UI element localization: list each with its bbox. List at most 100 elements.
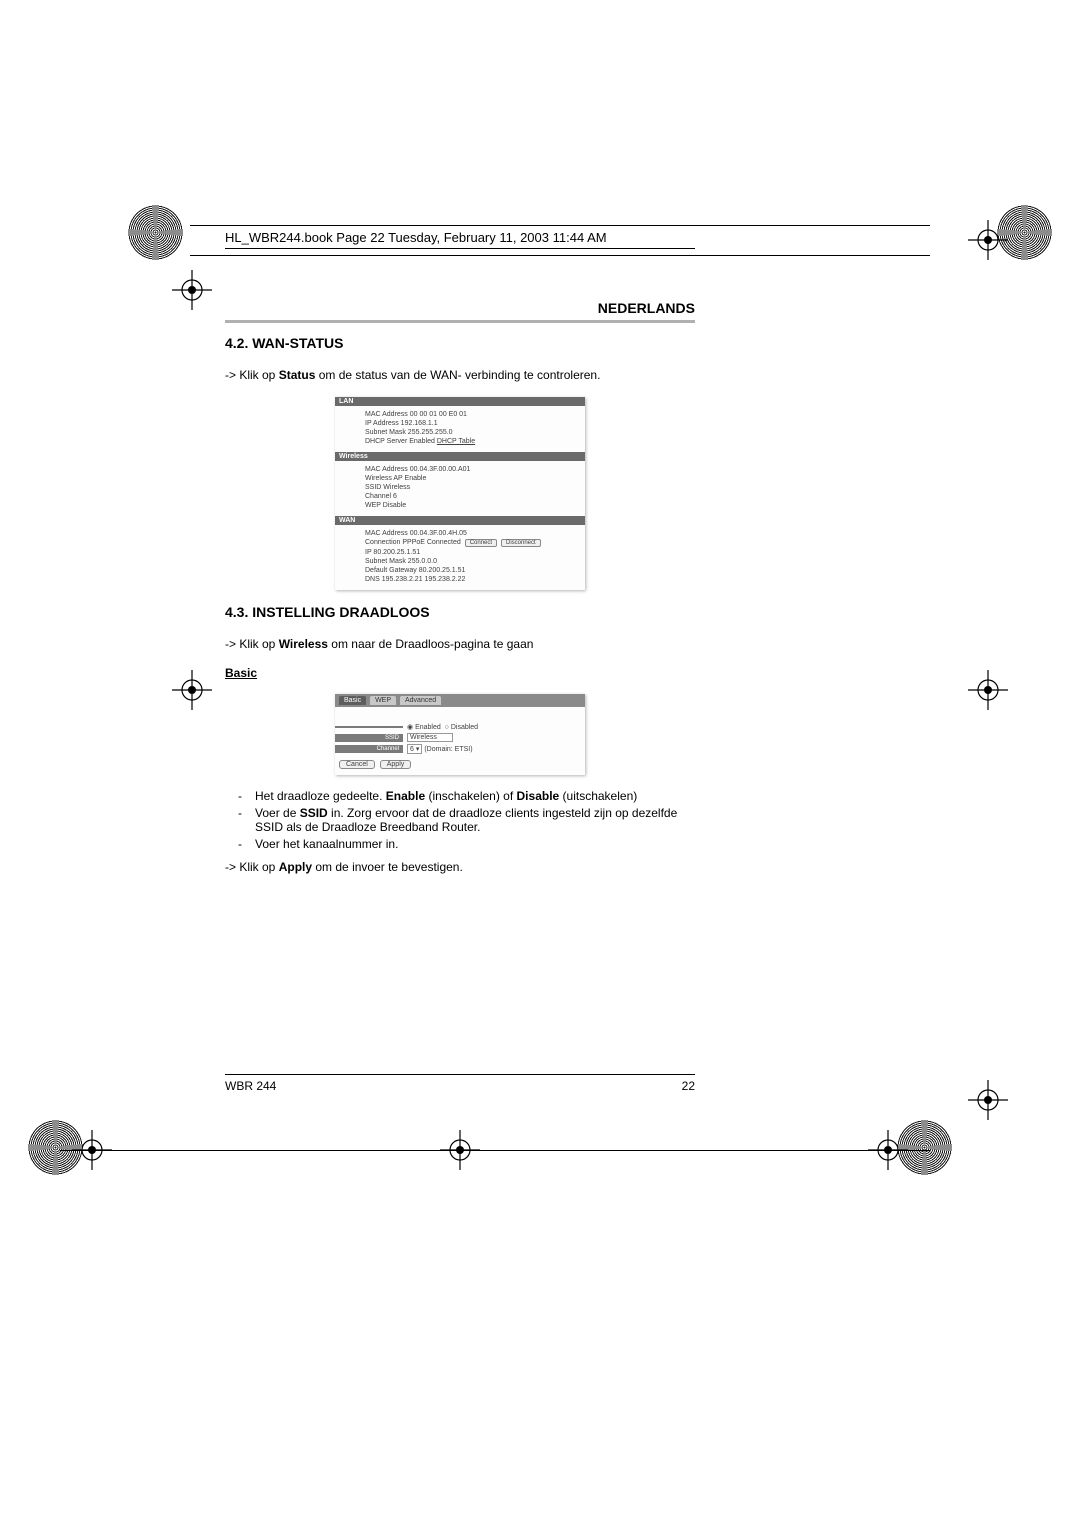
status-screenshot: LAN MAC Address 00 00 01 00 E0 01 IP Add…	[335, 397, 585, 590]
ss-link: DHCP Table	[437, 438, 475, 445]
ss-line: Connection PPPoE Connected Connect Disco…	[365, 538, 579, 548]
text: 6	[410, 746, 414, 753]
ss-line: Subnet Mask 255.0.0.0	[365, 557, 579, 566]
ss-wlan-lines: MAC Address 00.04.3F.00.00.A01 Wireless …	[335, 461, 585, 516]
ss-value: ◉ Enabled ○ Disabled	[403, 723, 482, 731]
text: Voer de	[255, 806, 300, 820]
text: om de invoer te bevestigen.	[312, 860, 463, 874]
ss-line: WEP Disable	[365, 501, 579, 510]
text: -> Klik op	[225, 368, 279, 382]
page-header-info: HL_WBR244.book Page 22 Tuesday, February…	[225, 230, 607, 245]
apply-line: -> Klik op Apply om de invoer te bevesti…	[225, 859, 695, 875]
text-bold: Enable	[386, 789, 425, 803]
ss-bar-wan: WAN	[335, 516, 585, 525]
ss-line: MAC Address 00 00 01 00 E0 01	[365, 410, 579, 419]
ss-line: Wireless AP Enable	[365, 474, 579, 483]
section-heading-wireless: 4.3. INSTELLING DRAADLOOS	[225, 604, 695, 620]
ss-label: Channel	[335, 745, 403, 753]
language-label: NEDERLANDS	[225, 300, 695, 316]
bullet-list: -Het draadloze gedeelte. Enable (inschak…	[225, 789, 695, 851]
dash: -	[225, 837, 255, 851]
ss-cancel-button: Cancel	[339, 760, 375, 769]
bullet-text: Voer het kanaalnummer in.	[255, 837, 398, 851]
ss-line: DHCP Server Enabled DHCP Table	[365, 437, 579, 446]
text-bold: Wireless	[279, 637, 328, 651]
text: -> Klik op	[225, 860, 279, 874]
text: -> Klik op	[225, 637, 279, 651]
ss-bar-lan: LAN	[335, 397, 585, 406]
text: (uitschakelen)	[559, 789, 637, 803]
bullet-text: Voer de SSID in. Zorg ervoor dat de draa…	[255, 806, 695, 834]
ss-tab-basic: Basic	[339, 696, 366, 705]
registration-mark	[172, 270, 212, 310]
text: Enabled	[415, 724, 441, 731]
section-43-intro: -> Klik op Wireless om naar de Draadloos…	[225, 636, 695, 652]
ss-tabrow: Basic WEP Advanced	[335, 694, 585, 707]
bullet-text: Het draadloze gedeelte. Enable (inschake…	[255, 789, 637, 803]
wireless-screenshot: Basic WEP Advanced ◉ Enabled ○ Disabled …	[335, 694, 585, 775]
ss-disconnect-button: Disconnect	[501, 539, 541, 547]
document-page: HL_WBR244.book Page 22 Tuesday, February…	[0, 0, 1080, 1528]
ss-row-channel: Channel 6 ▾ (Domain: ETSI)	[335, 744, 585, 754]
text: (Domain: ETSI)	[424, 746, 472, 753]
language-rule	[225, 320, 695, 323]
crop-line	[190, 225, 930, 226]
ss-line: Default Gateway 80.200.25.1.51	[365, 566, 579, 575]
section-heading-wan-status: 4.2. WAN-STATUS	[225, 335, 695, 351]
section-42-intro: -> Klik op Status om de status van de WA…	[225, 367, 695, 383]
registration-mark	[968, 220, 1008, 260]
text: Het draadloze gedeelte.	[255, 789, 386, 803]
ss-line: Channel 6	[365, 492, 579, 501]
subheading-basic: Basic	[225, 666, 695, 680]
text-bold: Status	[279, 368, 316, 382]
text-bold: Disable	[517, 789, 560, 803]
ss-apply-button: Apply	[380, 760, 412, 769]
list-item: -Voer de SSID in. Zorg ervoor dat de dra…	[225, 806, 695, 834]
ss-line: MAC Address 00.04.3F.00.4H.05	[365, 529, 579, 538]
ss-line: MAC Address 00.04.3F.00.00.A01	[365, 465, 579, 474]
ss-line: IP Address 192.168.1.1	[365, 419, 579, 428]
crop-decor-circle	[128, 205, 183, 260]
text: Connection PPPoE Connected	[365, 539, 463, 546]
ss-lan-lines: MAC Address 00 00 01 00 E0 01 IP Address…	[335, 406, 585, 452]
ss-line: IP 80.200.25.1.51	[365, 548, 579, 557]
ss-button-row: Cancel Apply	[335, 754, 585, 769]
list-item: -Het draadloze gedeelte. Enable (inschak…	[225, 789, 695, 803]
ss-line: Subnet Mask 255.255.255.0	[365, 428, 579, 437]
text: om naar de Draadloos-pagina te gaan	[328, 637, 533, 651]
ss-row-ssid: SSID Wireless	[335, 733, 585, 742]
dash: -	[225, 789, 255, 803]
text: Disabled	[451, 724, 478, 731]
crop-line	[60, 1150, 930, 1151]
text: DHCP Server Enabled	[365, 438, 437, 445]
text-bold: SSID	[300, 806, 328, 820]
header-rule	[225, 248, 695, 249]
crop-line	[190, 255, 930, 256]
page-footer: WBR 244 22	[225, 1074, 695, 1093]
ss-ssid-input: Wireless	[407, 733, 453, 742]
ss-label	[335, 726, 403, 728]
ss-tab-advanced: Advanced	[400, 696, 441, 705]
page-content: NEDERLANDS 4.2. WAN-STATUS -> Klik op St…	[225, 300, 695, 884]
ss-channel-select: 6 ▾	[407, 744, 422, 754]
registration-mark	[968, 1080, 1008, 1120]
footer-left: WBR 244	[225, 1079, 276, 1093]
list-item: -Voer het kanaalnummer in.	[225, 837, 695, 851]
dash: -	[225, 806, 255, 834]
ss-value: Wireless	[403, 733, 457, 742]
ss-value: 6 ▾ (Domain: ETSI)	[403, 744, 477, 754]
text: (inschakelen) of	[425, 789, 516, 803]
ss-tab-wep: WEP	[370, 696, 396, 705]
registration-mark	[968, 670, 1008, 710]
text-bold: Apply	[279, 860, 312, 874]
footer-right: 22	[682, 1079, 695, 1093]
ss-connect-button: Connect	[465, 539, 497, 547]
ss-line: SSID Wireless	[365, 483, 579, 492]
ss-label: SSID	[335, 734, 403, 742]
registration-mark	[172, 670, 212, 710]
ss-line: DNS 195.238.2.21 195.238.2.22	[365, 575, 579, 584]
ss-wan-lines: MAC Address 00.04.3F.00.4H.05 Connection…	[335, 525, 585, 590]
footer-rule	[225, 1074, 695, 1075]
ss-bar-wireless: Wireless	[335, 452, 585, 461]
text: om de status van de WAN- verbinding te c…	[315, 368, 600, 382]
